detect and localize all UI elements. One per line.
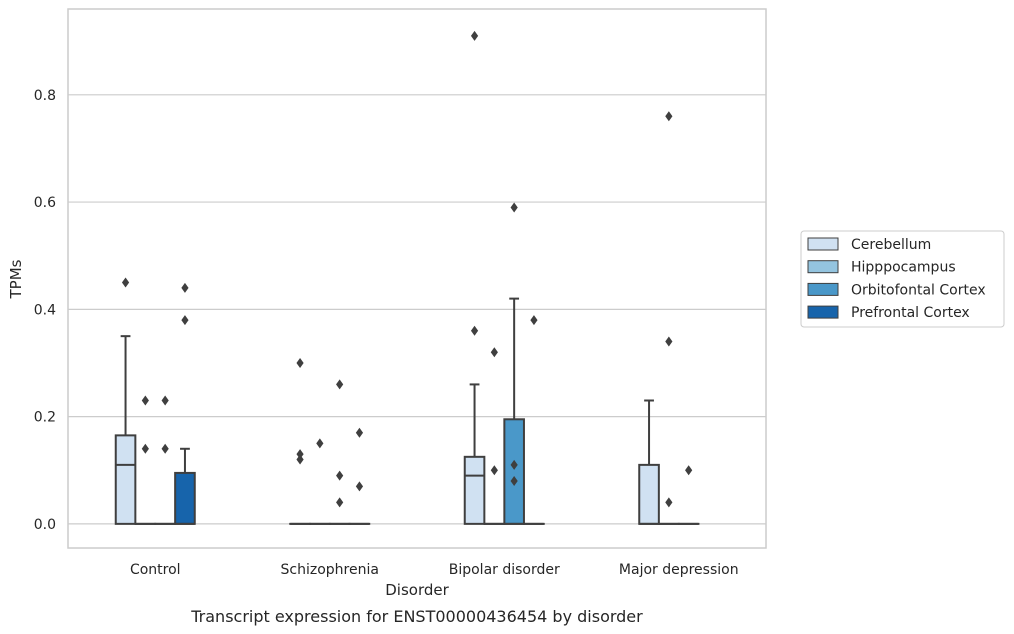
legend-swatch (807, 237, 839, 251)
box-group (174, 282, 196, 525)
outlier-point (510, 202, 518, 213)
box-group (134, 395, 157, 525)
outlier-point (665, 497, 673, 508)
plot-area-frame (67, 8, 767, 549)
legend-label: Hipppocampus (851, 260, 956, 276)
legend-label: Orbitofontal Cortex (851, 282, 986, 298)
box-group (638, 399, 660, 525)
y-axis-label: TPMs (7, 259, 25, 299)
outlier-point (490, 347, 498, 358)
y-tick-label: 0.4 (34, 302, 56, 318)
legend-swatch (807, 260, 839, 274)
legend-label: Cerebellum (851, 237, 931, 253)
box-group (658, 111, 680, 525)
outlier-point (355, 427, 364, 438)
legend-swatch (807, 282, 839, 296)
legend-frame (800, 230, 1005, 328)
outlier-point (685, 465, 693, 476)
grid-lines (68, 94, 766, 525)
box-group (154, 395, 176, 525)
box (463, 455, 486, 525)
outlier-point (296, 357, 304, 368)
box-group (523, 315, 545, 525)
box-group (463, 30, 486, 525)
legend: Cerebellum Hipppocampus Orbitofontal Corte… (800, 230, 1005, 328)
box-group (503, 202, 525, 525)
x-tick-label: Schizophrenia (281, 562, 379, 578)
legend-swatch (807, 305, 839, 319)
y-tick-label: 0.6 (34, 195, 56, 211)
box-group (289, 357, 311, 525)
box (638, 463, 660, 525)
outlier-point (470, 30, 479, 41)
outlier-point (161, 395, 169, 406)
box-group (483, 347, 506, 525)
y-tick-label: 0.0 (34, 517, 56, 533)
x-axis-label: Disorder (385, 581, 449, 599)
outlier-point (355, 481, 364, 492)
outlier-point (296, 449, 304, 460)
legend-label: Prefrontal Cortex (851, 305, 970, 321)
box-group (348, 427, 371, 525)
box-group (309, 438, 331, 525)
outlier-point (121, 277, 130, 288)
outlier-point (181, 315, 189, 326)
outlier-point (665, 111, 673, 122)
outlier-point (141, 443, 149, 454)
outlier-point (530, 315, 538, 326)
outlier-point (296, 454, 304, 465)
box (503, 418, 525, 525)
x-tick-label: Bipolar disorder (449, 562, 560, 578)
outlier-point (316, 438, 324, 449)
outlier-point (665, 336, 673, 347)
box (174, 471, 196, 525)
outlier-point (490, 465, 498, 476)
outlier-point (141, 395, 149, 406)
outlier-point (336, 470, 344, 481)
outlier-point (181, 282, 189, 293)
box (114, 434, 137, 525)
box-group (328, 379, 351, 525)
y-tick-label: 0.8 (34, 88, 56, 104)
box-groups (114, 30, 700, 525)
figure-caption: Transcript expression for ENST0000043645… (190, 607, 643, 626)
outlier-point (510, 459, 518, 470)
outlier-point (336, 497, 344, 508)
y-tick-label: 0.2 (34, 410, 56, 426)
box-group (677, 465, 700, 525)
outlier-point (336, 379, 344, 390)
outlier-point (161, 443, 169, 454)
x-tick-label: Major depression (619, 562, 739, 578)
outlier-point (510, 475, 518, 486)
x-tick-label: Control (130, 562, 181, 578)
x-tick-labels: Control Schizophrenia Bipolar disorder Majo… (130, 562, 739, 578)
box-group (114, 277, 137, 525)
outlier-point (470, 325, 479, 336)
y-tick-labels: 0.0 0.2 0.4 0.6 0.8 (34, 88, 56, 533)
